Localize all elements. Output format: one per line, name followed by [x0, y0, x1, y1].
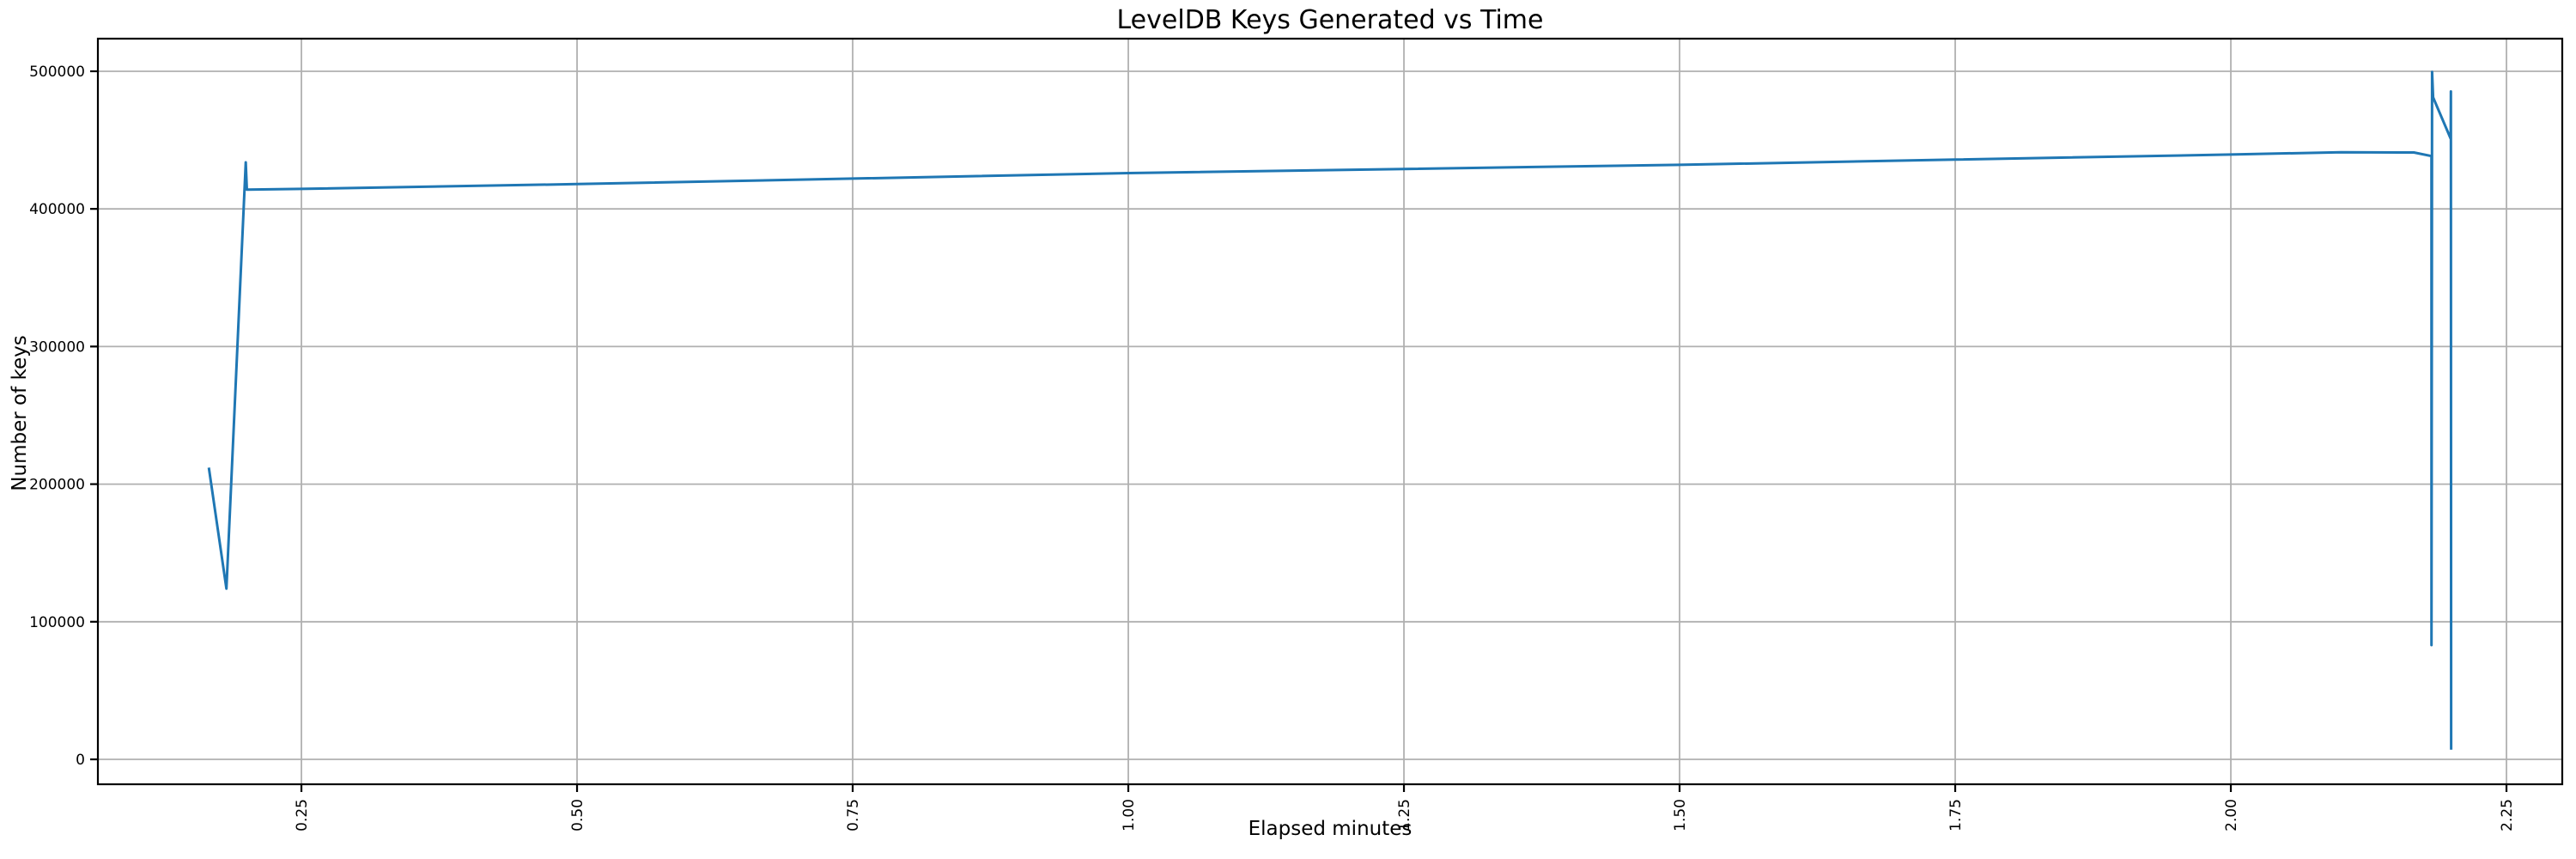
y-tick-label: 500000 — [29, 64, 85, 81]
y-tick-label: 200000 — [29, 477, 85, 494]
x-tick-label: 1.75 — [1947, 799, 1965, 832]
x-tick-label: 1.50 — [1672, 799, 1689, 832]
y-tick-label: 400000 — [29, 201, 85, 218]
x-tick-label: 0.50 — [569, 799, 586, 832]
data-line-keys-generated — [207, 70, 2453, 750]
chart-title: LevelDB Keys Generated vs Time — [1116, 5, 1544, 35]
x-tick-label: 0.25 — [294, 799, 311, 832]
x-tick-label: 0.75 — [845, 799, 862, 832]
axes-spines — [96, 37, 2564, 786]
x-axis-label: Elapsed minutes — [1248, 818, 1413, 840]
x-tick-label: 1.00 — [1121, 799, 1138, 832]
y-axis-label: Number of keys — [9, 335, 31, 491]
y-tick-label: 0 — [76, 752, 85, 769]
y-tick-label: 300000 — [29, 338, 85, 356]
x-tick-label: 1.25 — [1396, 799, 1413, 832]
x-tick-label: 2.00 — [2223, 799, 2240, 832]
x-tick-label: 2.25 — [2499, 799, 2516, 832]
y-tick-label: 100000 — [29, 614, 85, 631]
